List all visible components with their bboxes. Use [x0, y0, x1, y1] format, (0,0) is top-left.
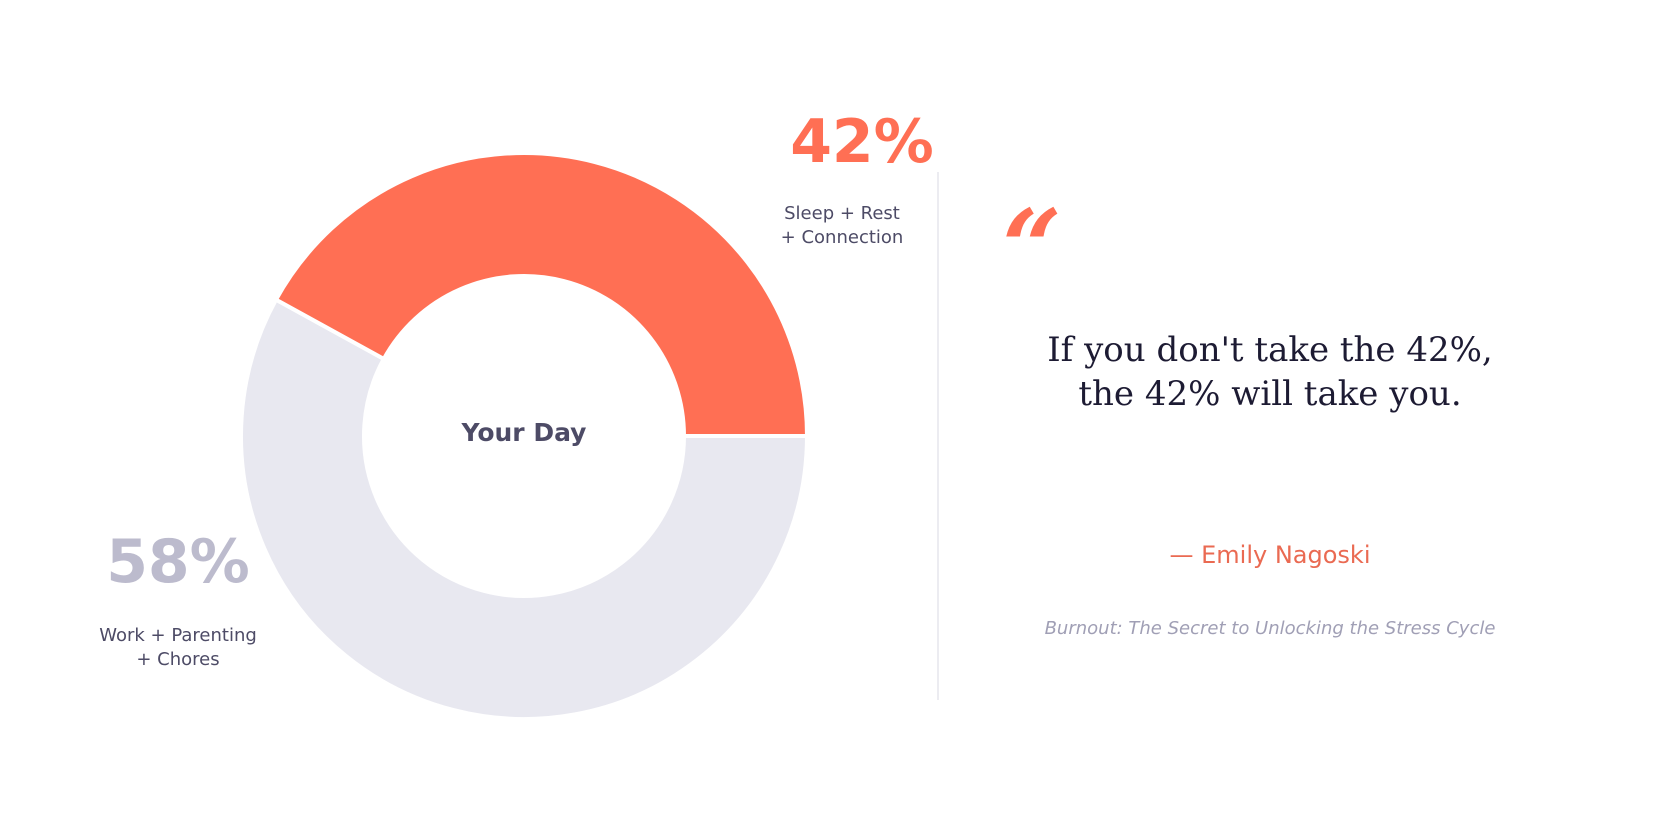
donut-segment-rest	[273, 151, 810, 438]
rest-label-line-2: + Connection	[780, 227, 904, 248]
donut-center-label: Your Day	[461, 418, 587, 447]
work-label-line-1: Work + Parenting	[99, 625, 257, 646]
quote-source: Burnout: The Secret to Unlocking the Str…	[1044, 618, 1496, 639]
quote-line-2: the 42% will take you.	[1078, 374, 1462, 414]
rest-segment-label: Sleep + Rest + Connection	[742, 202, 942, 250]
quote-text: If you don't take the 42%, the 42% will …	[1010, 328, 1530, 416]
quote-line-1: If you don't take the 42%,	[1047, 330, 1493, 370]
work-percentage: 58%	[106, 527, 250, 597]
donut-segment-work	[239, 296, 810, 721]
rest-percentage: 42%	[790, 107, 934, 177]
work-label-line-2: + Chores	[136, 649, 220, 670]
quote-author: — Emily Nagoski	[1169, 541, 1371, 569]
vertical-divider	[937, 172, 939, 700]
rest-label-line-1: Sleep + Rest	[784, 203, 900, 224]
work-segment-label: Work + Parenting + Chores	[58, 624, 298, 672]
quote-mark-icon: “	[1002, 186, 1062, 309]
